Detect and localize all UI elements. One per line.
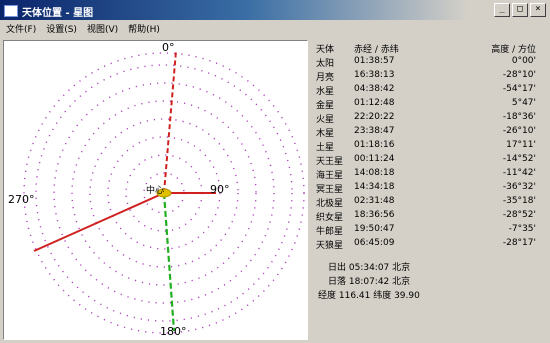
table-row[interactable]: 土星 01:18:16 17°11'	[314, 140, 546, 153]
header-elevation: 高度 / 方位	[491, 45, 536, 55]
row-name: 太阳	[316, 59, 335, 69]
maximize-button[interactable]: □	[512, 3, 528, 17]
menu-bar: 文件(F) 设置(S) 视图(V) 帮助(H)	[0, 20, 550, 36]
row-elevation: -7°35'	[508, 224, 536, 234]
altitude-ring	[53, 82, 275, 304]
app-icon	[4, 5, 18, 17]
row-name: 天王星	[316, 157, 344, 167]
row-elevation: -18°36'	[502, 112, 536, 122]
red-pointer-west	[33, 192, 165, 252]
row-coord: 01:38:57	[354, 56, 395, 66]
row-coord: 19:50:47	[354, 224, 395, 234]
menu-file[interactable]: 文件(F)	[6, 24, 37, 35]
direction-south-label: 180°	[160, 325, 187, 338]
table-row[interactable]: 金星 01:12:48 5°47'	[314, 98, 546, 111]
table-row[interactable]: 月亮 16:38:13 -28°10'	[314, 70, 546, 83]
row-elevation: -26°10'	[502, 126, 536, 136]
table-row[interactable]: 织女星 18:36:56 -28°52'	[314, 210, 546, 223]
close-button[interactable]: ×	[530, 3, 546, 17]
row-coord: 14:34:18	[354, 182, 395, 192]
row-elevation: 5°47'	[511, 98, 536, 108]
direction-north-label: 0°	[162, 41, 175, 54]
minimize-button[interactable]: _	[494, 3, 510, 17]
summary-line-2: 日落 18:07:42 北京	[328, 277, 411, 287]
row-name: 木星	[316, 129, 335, 139]
table-row[interactable]: 火星 22:20:22 -18°36'	[314, 112, 546, 125]
row-coord: 01:12:48	[354, 98, 395, 108]
table-header: 天体 赤经 / 赤纬 高度 / 方位	[314, 40, 546, 56]
title-bar[interactable]: 天体位置 - 星图 _ □ ×	[0, 0, 550, 20]
row-name: 织女星	[316, 213, 344, 223]
row-name: 火星	[316, 115, 335, 125]
table-row[interactable]: 牛郎星 19:50:47 -7°35'	[314, 224, 546, 237]
table-row[interactable]: 太阳 01:38:57 0°00'	[314, 56, 546, 69]
row-name: 北极星	[316, 199, 344, 209]
row-name: 冥王星	[316, 185, 344, 195]
altitude-ring	[71, 100, 257, 286]
row-coord: 06:45:09	[354, 238, 395, 248]
row-name: 海王星	[316, 171, 344, 181]
row-name: 水星	[316, 87, 335, 97]
table-row[interactable]: 天狼星 06:45:09 -28°17'	[314, 238, 546, 251]
menu-help[interactable]: 帮助(H)	[128, 24, 160, 35]
row-elevation: -28°52'	[502, 210, 536, 220]
sky-chart-canvas	[23, 50, 305, 334]
table-row[interactable]: 海王星 14:08:18 -11°42'	[314, 168, 546, 181]
center-label: 中心	[146, 186, 165, 196]
row-elevation: -14°52'	[502, 154, 536, 164]
row-coord: 04:38:42	[354, 84, 395, 94]
row-elevation: -28°17'	[502, 238, 536, 248]
row-coord: 14:08:18	[354, 168, 395, 178]
row-coord: 01:18:16	[354, 140, 395, 150]
row-elevation: -35°18'	[502, 196, 536, 206]
row-elevation: -36°32'	[502, 182, 536, 192]
table-row[interactable]: 北极星 02:31:48 -35°18'	[314, 196, 546, 209]
row-elevation: 17°11'	[506, 140, 536, 150]
row-name: 月亮	[316, 73, 335, 83]
header-coord: 赤经 / 赤纬	[354, 45, 399, 55]
table-row[interactable]: 冥王星 14:34:18 -36°32'	[314, 182, 546, 195]
row-elevation: 0°00'	[511, 56, 536, 66]
center-marker	[156, 188, 172, 198]
altitude-ring	[35, 64, 293, 322]
row-elevation: -28°10'	[502, 70, 536, 80]
row-coord: 22:20:22	[354, 112, 395, 122]
summary-line-3: 经度 116.41 纬度 39.90	[318, 291, 420, 301]
direction-east-label: 90°	[210, 183, 230, 196]
menu-settings[interactable]: 设置(S)	[46, 24, 77, 35]
table-row[interactable]: 木星 23:38:47 -26°10'	[314, 126, 546, 139]
row-coord: 16:38:13	[354, 70, 395, 80]
sky-chart[interactable]: 0° 90° 180° 270° 中心	[3, 40, 308, 340]
row-coord: 00:11:24	[354, 154, 395, 164]
summary-line-1: 日出 05:34:07 北京	[328, 263, 411, 273]
table-row[interactable]: 水星 04:38:42 -54°17'	[314, 84, 546, 97]
direction-west-label: 270°	[8, 193, 35, 206]
altitude-ring	[23, 52, 305, 334]
row-name: 天狼星	[316, 241, 344, 251]
window-title: 天体位置 - 星图	[22, 8, 94, 19]
altitude-ring	[89, 118, 239, 268]
red-pointer-north	[163, 50, 177, 194]
data-table: 天体 赤经 / 赤纬 高度 / 方位 太阳 01:38:57 0°00' 月亮 16:3…	[314, 40, 546, 340]
altitude-ring	[107, 136, 221, 250]
row-name: 土星	[316, 143, 335, 153]
header-name: 天体	[316, 45, 335, 55]
row-name: 牛郎星	[316, 227, 344, 237]
row-name: 金星	[316, 101, 335, 111]
row-elevation: -54°17'	[502, 84, 536, 94]
row-coord: 02:31:48	[354, 196, 395, 206]
green-pointer-south	[162, 192, 176, 332]
row-elevation: -11°42'	[502, 168, 536, 178]
row-coord: 18:36:56	[354, 210, 395, 220]
row-coord: 23:38:47	[354, 126, 395, 136]
window-controls: _ □ ×	[494, 3, 546, 17]
table-row[interactable]: 天王星 00:11:24 -14°52'	[314, 154, 546, 167]
menu-view[interactable]: 视图(V)	[86, 24, 119, 35]
